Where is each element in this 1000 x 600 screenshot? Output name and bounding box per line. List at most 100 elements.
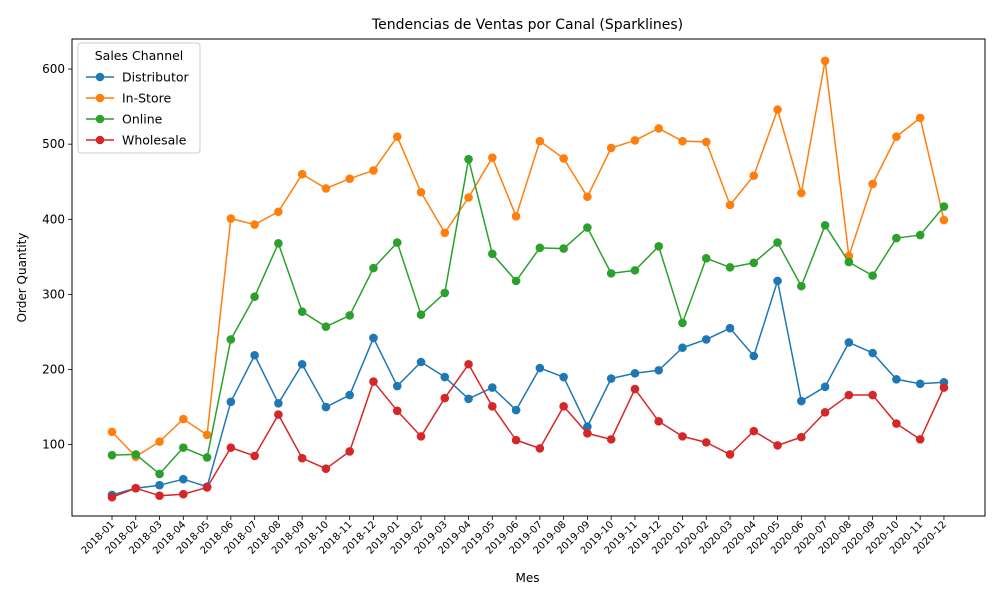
data-point-online [440, 288, 450, 298]
data-point-wholesale [226, 443, 236, 452]
data-point-distributor [820, 382, 830, 392]
y-tick-label: 100 [42, 438, 65, 452]
data-point-online [797, 281, 806, 291]
data-point-in-store [939, 215, 949, 225]
data-point-in-store [392, 132, 402, 141]
data-point-in-store [606, 143, 616, 153]
legend-label-distributor: Distributor [122, 70, 190, 85]
data-point-in-store [725, 200, 735, 210]
data-point-wholesale [250, 451, 259, 461]
data-point-distributor [701, 335, 711, 344]
series-line-distributor [111, 280, 944, 496]
data-point-distributor [321, 402, 331, 412]
data-point-online [844, 257, 854, 267]
data-point-online [654, 242, 664, 251]
data-point-wholesale [820, 408, 830, 417]
data-point-wholesale [131, 483, 141, 493]
data-point-distributor [440, 372, 450, 382]
data-point-in-store [202, 430, 212, 440]
data-point-online [179, 443, 188, 452]
data-point-wholesale [155, 491, 164, 501]
data-point-distributor [416, 357, 426, 367]
data-point-wholesale [606, 435, 616, 444]
data-point-wholesale [868, 390, 877, 400]
data-point-online [464, 154, 473, 164]
y-tick-label: 500 [42, 137, 65, 151]
legend-box [77, 42, 201, 154]
data-point-wholesale [583, 429, 592, 438]
data-point-in-store [559, 154, 568, 163]
data-point-wholesale [749, 426, 759, 436]
chart-title: Tendencias de Ventas por Canal (Sparklin… [371, 17, 683, 33]
data-point-in-store [416, 187, 426, 197]
data-point-wholesale [416, 432, 426, 441]
data-point-online [939, 202, 949, 211]
data-point-wholesale [773, 441, 782, 450]
data-point-distributor [749, 351, 759, 361]
data-point-wholesale [488, 402, 497, 411]
data-point-in-store [107, 427, 117, 437]
data-point-distributor [868, 348, 877, 358]
data-point-online [369, 263, 378, 273]
data-point-in-store [583, 192, 592, 202]
data-point-wholesale [654, 417, 664, 426]
data-point-wholesale [630, 384, 640, 394]
data-point-wholesale [725, 450, 735, 459]
data-point-distributor [630, 368, 640, 378]
data-point-wholesale [297, 453, 307, 463]
data-point-distributor [535, 363, 545, 373]
data-point-online [583, 223, 592, 232]
x-axis-label: Mes [516, 571, 540, 585]
data-point-wholesale [678, 432, 687, 441]
data-point-online [773, 238, 782, 247]
data-point-distributor [488, 383, 497, 392]
data-point-wholesale [464, 359, 473, 369]
data-point-online [107, 450, 117, 460]
data-point-online [274, 239, 283, 248]
data-point-wholesale [915, 435, 925, 444]
data-point-online [416, 310, 426, 319]
data-point-distributor [274, 399, 283, 408]
y-tick-label: 200 [42, 363, 65, 377]
data-point-wholesale [274, 410, 283, 419]
data-point-in-store [654, 124, 664, 133]
data-point-wholesale [440, 393, 450, 403]
data-point-in-store [440, 228, 450, 238]
data-point-wholesale [179, 489, 188, 499]
data-point-in-store [488, 153, 497, 162]
data-point-in-store [701, 137, 711, 147]
data-point-online [606, 269, 616, 278]
y-axis-label: Order Quantity [15, 233, 29, 323]
data-point-in-store [321, 184, 331, 193]
data-point-online [892, 233, 901, 243]
data-point-distributor [511, 405, 521, 415]
data-point-wholesale [107, 492, 117, 502]
data-point-in-store [511, 211, 521, 221]
data-point-wholesale [892, 419, 901, 428]
data-point-distributor [559, 372, 568, 382]
data-point-distributor [250, 350, 259, 360]
legend-marker-wholesale [95, 135, 105, 145]
data-point-in-store [820, 56, 830, 66]
data-point-distributor [915, 379, 925, 389]
data-point-wholesale [559, 402, 568, 411]
data-point-online [678, 318, 687, 328]
data-point-wholesale [202, 483, 212, 492]
data-point-online [488, 249, 497, 259]
data-point-in-store [345, 174, 355, 184]
data-point-in-store [868, 179, 877, 189]
data-point-distributor [725, 323, 735, 333]
data-point-wholesale [701, 438, 711, 447]
data-point-wholesale [797, 432, 806, 442]
data-point-in-store [464, 193, 473, 202]
data-point-online [392, 238, 402, 247]
plot-area [107, 56, 949, 502]
data-point-distributor [797, 396, 806, 406]
data-point-online [559, 244, 568, 253]
data-point-distributor [678, 343, 687, 353]
data-point-wholesale [844, 390, 854, 400]
data-point-in-store [274, 207, 283, 217]
legend-label-online: Online [122, 112, 163, 127]
data-point-distributor [392, 381, 402, 391]
data-point-distributor [369, 333, 378, 343]
